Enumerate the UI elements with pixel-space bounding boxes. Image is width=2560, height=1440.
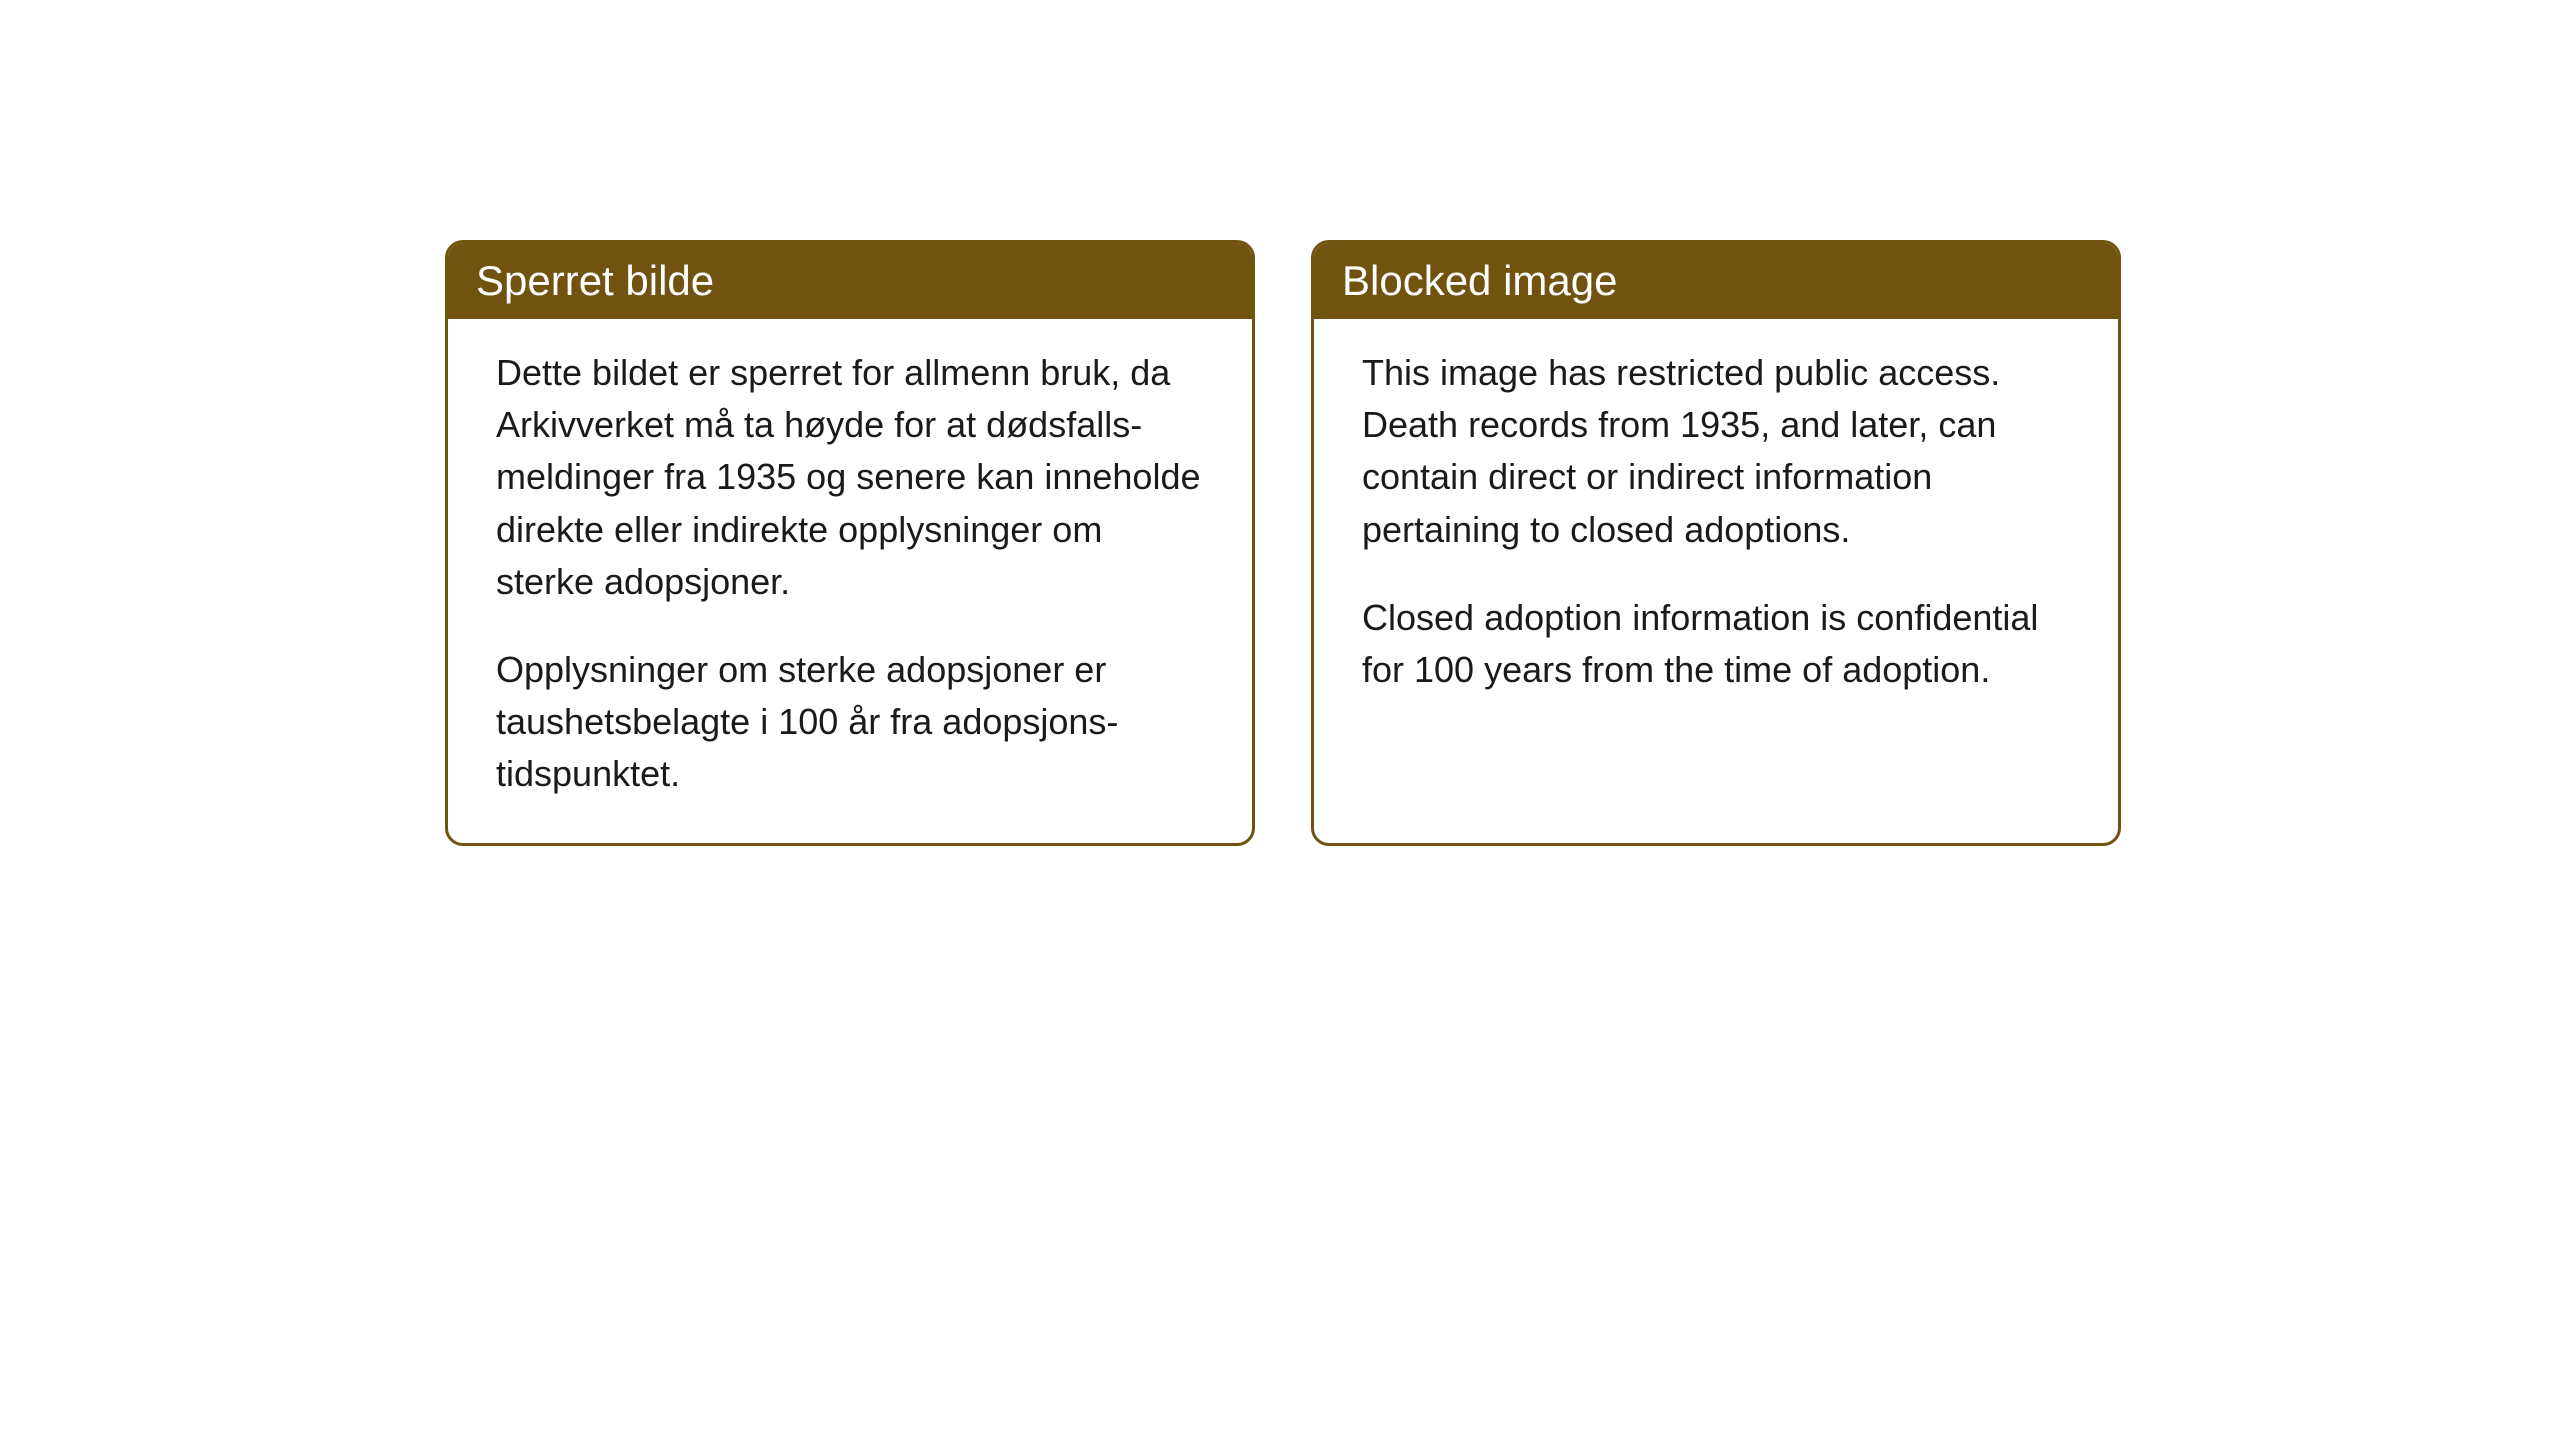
card-paragraph: Opplysninger om sterke adopsjoner er tau… (496, 644, 1204, 801)
notice-card-norwegian: Sperret bilde Dette bildet er sperret fo… (445, 240, 1255, 846)
notice-container: Sperret bilde Dette bildet er sperret fo… (445, 240, 2121, 846)
card-paragraph: Dette bildet er sperret for allmenn bruk… (496, 347, 1204, 608)
card-paragraph: Closed adoption information is confident… (1362, 592, 2070, 696)
card-body: This image has restricted public access.… (1314, 319, 2118, 738)
card-body: Dette bildet er sperret for allmenn bruk… (448, 319, 1252, 843)
card-title: Sperret bilde (476, 257, 1224, 305)
card-title: Blocked image (1342, 257, 2090, 305)
card-header: Sperret bilde (448, 243, 1252, 319)
card-paragraph: This image has restricted public access.… (1362, 347, 2070, 556)
card-header: Blocked image (1314, 243, 2118, 319)
notice-card-english: Blocked image This image has restricted … (1311, 240, 2121, 846)
